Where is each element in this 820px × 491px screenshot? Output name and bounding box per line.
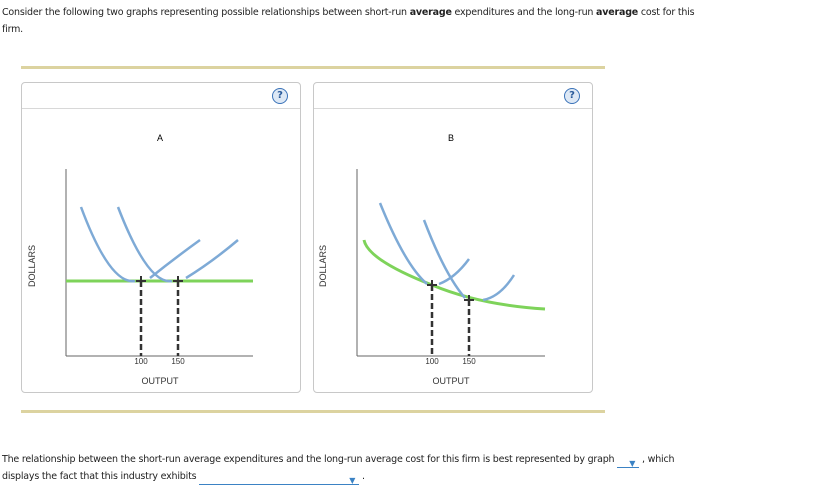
dropdown-arrow-icon: ▼ [629, 459, 636, 468]
graph-a-panel: ? [21, 82, 301, 393]
dropdown-arrow-icon: ▼ [349, 476, 356, 485]
graph-dropdown[interactable]: ▼ [617, 453, 640, 468]
divider [21, 66, 605, 69]
intro-text: Consider the following two graphs repres… [2, 7, 695, 35]
graph-b-panel: ? [313, 82, 593, 393]
question-text: The relationship between the short-run a… [2, 451, 702, 485]
divider [21, 410, 605, 413]
help-icon[interactable]: ? [272, 88, 288, 104]
help-icon[interactable]: ? [564, 88, 580, 104]
industry-dropdown[interactable]: ▼ [199, 470, 360, 485]
